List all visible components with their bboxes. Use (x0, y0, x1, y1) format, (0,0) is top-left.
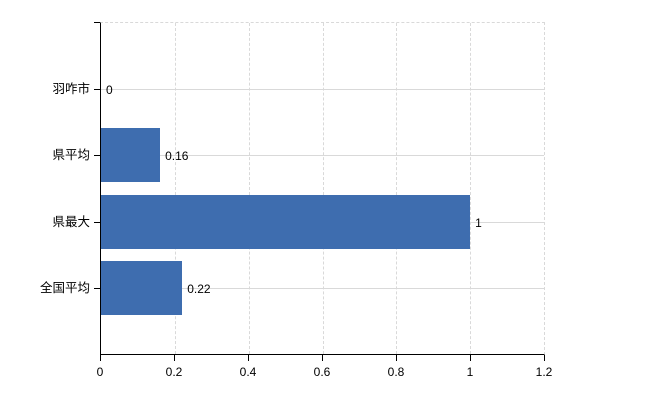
y-axis-tick (94, 287, 100, 289)
y-axis-tick (94, 221, 100, 223)
x-tick-label: 0.8 (387, 365, 405, 379)
horizontal-gridline (101, 155, 544, 157)
x-tick-label: 0.2 (165, 365, 183, 379)
y-axis-top-tick (94, 22, 100, 23)
vertical-gridline (248, 23, 250, 354)
x-tick-label: 0 (96, 365, 104, 379)
bar-全国平均 (101, 260, 183, 315)
horizontal-gridline (101, 287, 544, 289)
vertical-gridline (174, 23, 176, 354)
vertical-gridline (470, 23, 472, 354)
x-axis-tick (248, 355, 249, 361)
bar-value-label: 1 (475, 215, 482, 230)
x-tick-label: 1 (466, 365, 474, 379)
x-tick-label: 0.6 (313, 365, 331, 379)
x-axis-tick (100, 355, 101, 361)
x-axis-tick (396, 355, 397, 361)
horizontal-gridline (101, 89, 544, 91)
bar-県平均 (101, 128, 161, 183)
vertical-gridline (322, 23, 324, 354)
bar-value-label: 0.22 (187, 281, 211, 296)
x-axis-tick (544, 355, 545, 361)
x-axis-tick (470, 355, 471, 361)
category-label: 県平均 (52, 148, 90, 163)
bar-value-label: 0 (106, 83, 113, 98)
bar-県最大 (101, 194, 471, 249)
plot-area: 0 0.16 1 0.22 (100, 22, 545, 355)
y-axis-tick (94, 89, 100, 91)
x-axis-tick (322, 355, 323, 361)
category-label: 全国平均 (39, 280, 90, 295)
x-tick-label: 0.4 (239, 365, 257, 379)
y-axis-tick (94, 155, 100, 157)
category-label: 県最大 (52, 214, 90, 229)
category-label: 羽咋市 (52, 81, 90, 96)
x-axis-tick (174, 355, 175, 361)
vertical-gridline (396, 23, 398, 354)
bar-value-label: 0.16 (165, 149, 189, 164)
x-tick-label: 1.2 (535, 365, 553, 379)
